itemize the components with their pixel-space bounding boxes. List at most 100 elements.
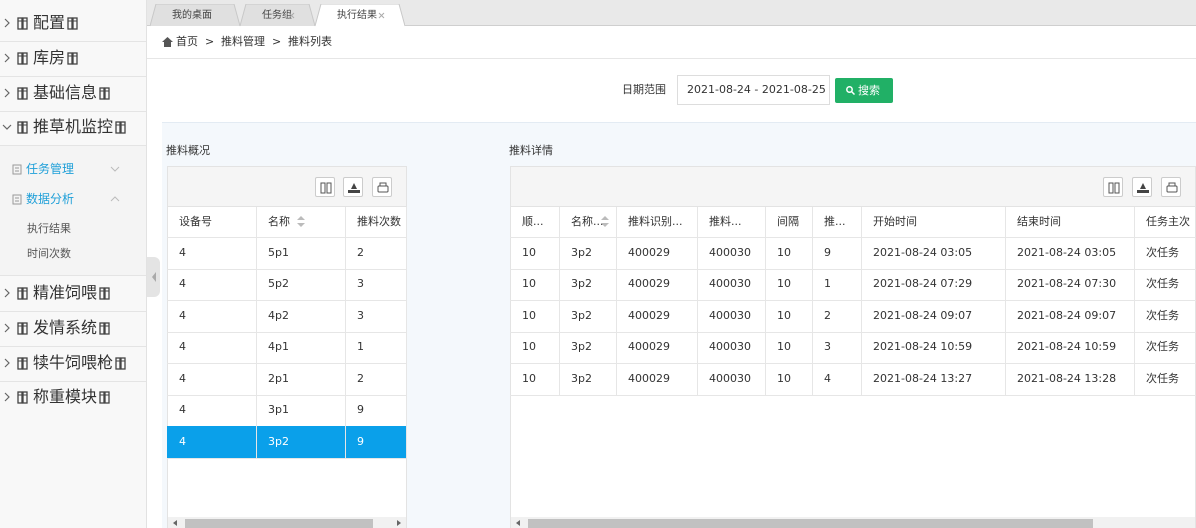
table-cell[interactable]: 1 <box>357 340 364 354</box>
menu-item[interactable]: 配置 <box>33 13 66 32</box>
column-header[interactable]: 推... <box>824 215 846 228</box>
column-header[interactable]: 任务主次 <box>1146 215 1190 228</box>
column-header[interactable]: 推料次数 <box>357 215 401 228</box>
table-cell[interactable]: 4 <box>179 308 186 322</box>
column-header[interactable]: 设备号 <box>179 215 212 228</box>
menu-icon <box>17 17 28 30</box>
table-toolbar <box>510 166 1196 207</box>
submenu-icon <box>12 164 22 175</box>
menu-icon <box>67 52 78 65</box>
table-cell: 400029 <box>628 371 670 385</box>
toolbar-button[interactable] <box>343 177 363 197</box>
breadcrumb-item[interactable]: 首页 <box>176 35 198 48</box>
tab-shape[interactable] <box>150 4 240 27</box>
scroll-arrow[interactable] <box>396 519 402 527</box>
column-header[interactable]: 推料识别... <box>628 215 683 228</box>
breadcrumb-separator: > <box>272 35 282 48</box>
submenu-item[interactable]: 任务管理 <box>26 162 75 176</box>
date-input[interactable] <box>677 75 830 105</box>
column-header[interactable]: 开始时间 <box>873 215 917 228</box>
table-cell: 10 <box>777 245 791 259</box>
chevron <box>4 53 10 63</box>
table-cell[interactable]: 4 <box>179 434 186 448</box>
scroll-thumb[interactable] <box>528 519 1093 528</box>
sort-icon[interactable] <box>601 216 609 227</box>
column-header[interactable]: 名称... <box>571 215 604 228</box>
table-cell: 400029 <box>628 277 670 291</box>
column-header[interactable]: 间隔 <box>777 215 799 228</box>
table-toolbar <box>167 166 407 207</box>
tab-shape[interactable] <box>315 4 405 27</box>
column-header[interactable]: 结束时间 <box>1017 215 1061 228</box>
column-header[interactable]: 推料... <box>709 215 742 228</box>
table-cell: 2021-08-24 09:07 <box>1017 308 1117 322</box>
chevron <box>4 323 10 333</box>
menu-divider <box>0 346 146 347</box>
scroll-arrow[interactable] <box>515 519 521 527</box>
toolbar-button[interactable] <box>315 177 335 197</box>
table-cell[interactable]: 4p2 <box>268 308 289 322</box>
menu-item[interactable]: 发情系统 <box>33 318 98 337</box>
table-cell: 2021-08-24 03:05 <box>873 245 973 259</box>
chevron <box>4 88 10 98</box>
row-line <box>510 394 1196 396</box>
table-cell[interactable]: 2 <box>357 371 364 385</box>
table-cell[interactable]: 3p1 <box>268 403 289 417</box>
toolbar-button[interactable] <box>1161 177 1181 197</box>
date-value[interactable]: 2021-08-24 - 2021-08-25 <box>687 83 826 96</box>
filter-label: 日期范围 <box>622 83 666 96</box>
tab-close[interactable] <box>288 12 295 19</box>
collapse-handle[interactable] <box>147 257 160 297</box>
table-cell[interactable]: 4 <box>179 340 186 354</box>
tab[interactable]: 任务组 <box>262 10 292 21</box>
table-cell[interactable]: 9 <box>357 434 364 448</box>
menu-divider <box>0 76 146 77</box>
toolbar-button[interactable] <box>372 177 392 197</box>
toolbar-button[interactable] <box>1103 177 1123 197</box>
table-cell[interactable]: 5p1 <box>268 245 289 259</box>
table-cell[interactable]: 3p2 <box>268 434 289 448</box>
submenu-leaf[interactable]: 时间次数 <box>27 247 71 260</box>
table-cell: 3 <box>824 340 831 354</box>
table-cell: 2021-08-24 10:59 <box>1017 340 1117 354</box>
tab-shape[interactable] <box>240 4 315 27</box>
menu-icon <box>17 287 28 300</box>
scroll-arrow[interactable] <box>172 519 178 527</box>
menu-item[interactable]: 称重模块 <box>33 387 98 406</box>
menu-item[interactable]: 犊牛饲喂枪 <box>33 353 114 372</box>
column-line <box>406 207 407 458</box>
table-cell[interactable]: 4 <box>179 403 186 417</box>
menu-item[interactable]: 精准饲喂 <box>33 283 98 302</box>
column-header[interactable]: 名称 <box>268 215 290 228</box>
table-cell[interactable]: 3 <box>357 308 364 322</box>
table-cell: 10 <box>522 308 536 322</box>
breadcrumb-item[interactable]: 推料管理 <box>221 35 265 48</box>
table-cell[interactable]: 2 <box>357 245 364 259</box>
table-cell[interactable]: 4 <box>179 277 186 291</box>
search-button[interactable] <box>835 78 893 103</box>
table-cell[interactable]: 4 <box>179 245 186 259</box>
menu-item[interactable]: 基础信息 <box>33 83 98 102</box>
table-cell[interactable]: 5p2 <box>268 277 289 291</box>
chevron <box>4 358 10 368</box>
column-header[interactable]: 顺... <box>522 215 544 228</box>
breadcrumb-item[interactable]: 推料列表 <box>288 35 332 48</box>
sort-icon[interactable] <box>297 216 305 227</box>
scroll-thumb[interactable] <box>185 519 373 528</box>
table-cell[interactable]: 2p1 <box>268 371 289 385</box>
menu-item[interactable]: 推草机监控 <box>33 117 114 136</box>
row-line <box>167 331 406 333</box>
menu-item[interactable]: 库房 <box>33 48 66 67</box>
tab-close[interactable] <box>378 12 385 19</box>
tab[interactable]: 执行结果 <box>337 10 377 21</box>
toolbar-button[interactable] <box>1132 177 1152 197</box>
search-button-label[interactable]: 搜索 <box>858 84 880 97</box>
breadcrumb-separator: > <box>205 35 215 48</box>
table-cell[interactable]: 9 <box>357 403 364 417</box>
submenu-leaf[interactable]: 执行结果 <box>27 222 71 235</box>
table-cell[interactable]: 3 <box>357 277 364 291</box>
tab[interactable]: 我的桌面 <box>172 10 212 21</box>
table-cell[interactable]: 4p1 <box>268 340 289 354</box>
submenu-item[interactable]: 数据分析 <box>26 192 75 206</box>
table-cell[interactable]: 4 <box>179 371 186 385</box>
